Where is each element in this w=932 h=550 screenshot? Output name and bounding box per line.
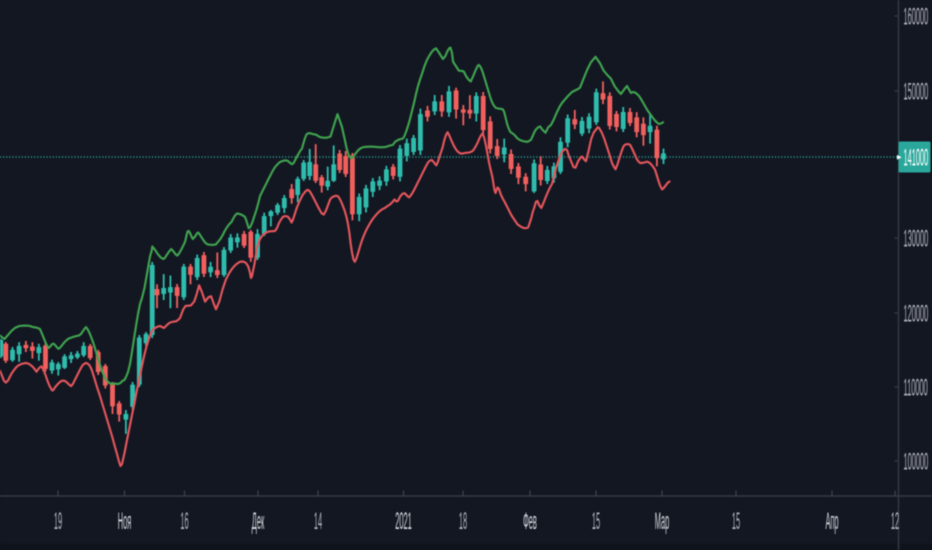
svg-text:100000: 100000: [904, 448, 929, 475]
svg-text:15: 15: [732, 507, 740, 534]
svg-text:14: 14: [314, 507, 322, 534]
svg-text:Апр: Апр: [825, 507, 838, 534]
svg-text:141000: 141000: [904, 144, 929, 171]
svg-text:Дек: Дек: [252, 507, 265, 534]
svg-text:15: 15: [592, 507, 600, 534]
svg-text:16: 16: [180, 507, 188, 534]
svg-text:150000: 150000: [904, 78, 929, 105]
svg-text:Фев: Фев: [523, 507, 537, 534]
svg-text:110000: 110000: [904, 374, 928, 401]
svg-text:19: 19: [54, 507, 62, 534]
svg-text:Ноя: Ноя: [118, 507, 132, 534]
svg-text:160000: 160000: [904, 3, 929, 30]
svg-text:Мар: Мар: [655, 507, 670, 534]
svg-text:12: 12: [891, 507, 899, 534]
svg-text:130000: 130000: [904, 225, 929, 252]
svg-text:120000: 120000: [904, 300, 929, 327]
svg-text:18: 18: [459, 507, 467, 534]
svg-text:2021: 2021: [395, 507, 412, 534]
